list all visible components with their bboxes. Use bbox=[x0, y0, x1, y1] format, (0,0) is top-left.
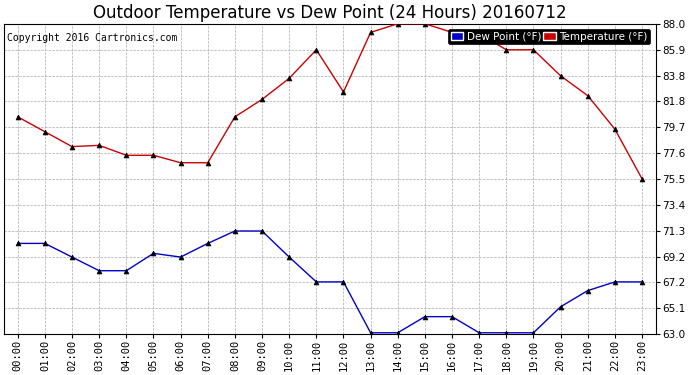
Title: Outdoor Temperature vs Dew Point (24 Hours) 20160712: Outdoor Temperature vs Dew Point (24 Hou… bbox=[93, 4, 566, 22]
Text: Copyright 2016 Cartronics.com: Copyright 2016 Cartronics.com bbox=[8, 33, 178, 43]
Legend: Dew Point (°F), Temperature (°F): Dew Point (°F), Temperature (°F) bbox=[448, 29, 650, 45]
